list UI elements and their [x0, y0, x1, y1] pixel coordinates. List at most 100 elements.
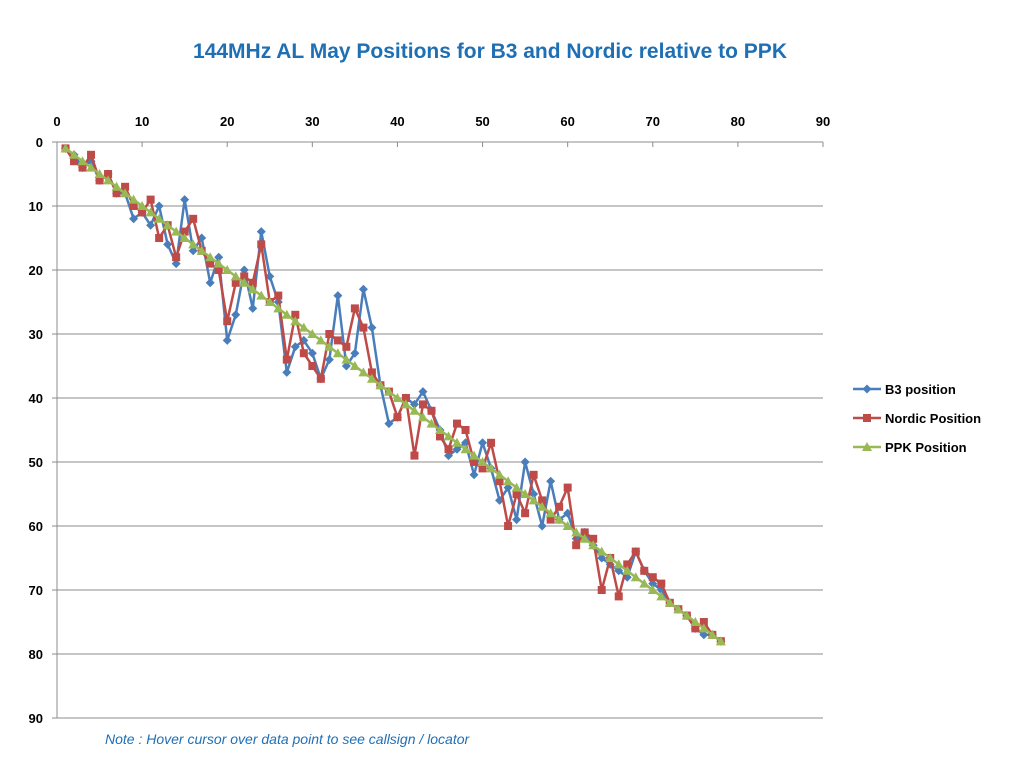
data-point[interactable]: PPK Position: (18, 18)	[205, 252, 216, 262]
data-point[interactable]: B3 position: (23, 26)	[248, 303, 258, 313]
data-point[interactable]: Nordic Position: (21, 22)	[231, 278, 240, 287]
data-point[interactable]: PPK Position: (56, 56)	[528, 495, 539, 505]
data-point[interactable]: B3 position: (14, 19)	[171, 259, 181, 269]
data-point[interactable]: PPK Position: (25, 25)	[264, 297, 275, 306]
data-point[interactable]: B3 position: (58, 53)	[546, 476, 556, 486]
data-point[interactable]: PPK Position: (39, 39)	[383, 386, 394, 396]
data-point[interactable]: PPK Position: (65, 65)	[605, 553, 616, 562]
data-point[interactable]: B3 position: (13, 16)	[163, 239, 173, 249]
data-point[interactable]: PPK Position: (57, 57)	[537, 501, 548, 511]
data-point[interactable]: Nordic Position: (31, 37)	[316, 374, 325, 383]
data-point[interactable]: B3 position: (43, 39)	[418, 387, 428, 397]
data-point[interactable]: PPK Position: (12, 12)	[154, 213, 165, 223]
data-point[interactable]: Nordic Position: (28, 27)	[291, 310, 300, 319]
data-point[interactable]: Nordic Position: (34, 32)	[342, 342, 351, 351]
data-point[interactable]: B3 position: (57, 60)	[537, 521, 547, 531]
data-point[interactable]: B3 position: (53, 54)	[503, 483, 513, 493]
data-point[interactable]: Nordic Position: (55, 58)	[521, 509, 530, 518]
data-point[interactable]: PPK Position: (22, 22)	[239, 277, 250, 287]
data-point[interactable]: Nordic Position: (53, 60)	[504, 522, 513, 530]
data-point[interactable]: Nordic Position: (33, 31)	[333, 336, 342, 345]
data-point[interactable]: PPK Position: (68, 68)	[630, 572, 641, 582]
data-point[interactable]: Nordic Position: (63, 62)	[589, 534, 598, 543]
data-point[interactable]: PPK Position: (44, 44)	[426, 418, 437, 428]
data-point[interactable]: PPK Position: (72, 72)	[664, 597, 675, 607]
data-point[interactable]: Nordic Position: (70, 68)	[648, 573, 657, 582]
data-point[interactable]: B3 position: (34, 35)	[341, 361, 351, 371]
data-point[interactable]: Nordic Position: (61, 63)	[572, 541, 581, 550]
data-point[interactable]: Nordic Position: (43, 41)	[418, 400, 427, 409]
data-point[interactable]: B3 position: (50, 47)	[478, 438, 488, 448]
data-point[interactable]: Nordic Position: (67, 66)	[623, 560, 632, 569]
data-point[interactable]: PPK Position: (24, 24)	[256, 290, 267, 300]
data-point[interactable]: PPK Position: (40, 40)	[392, 393, 403, 402]
data-point[interactable]: Nordic Position: (40, 43)	[393, 413, 402, 422]
data-point[interactable]: Nordic Position: (9, 10)	[129, 202, 138, 210]
data-point[interactable]: Nordic Position: (49, 50)	[470, 458, 479, 466]
data-point[interactable]: B3 position: (12, 10)	[154, 201, 164, 211]
data-point[interactable]: PPK Position: (36, 36)	[358, 367, 369, 377]
data-point[interactable]: Nordic Position: (5, 6)	[95, 176, 104, 185]
data-point[interactable]: PPK Position: (21, 21)	[230, 271, 241, 281]
data-point[interactable]: PPK Position: (70, 70)	[647, 585, 658, 594]
data-point[interactable]: Nordic Position: (8, 7)	[121, 182, 130, 191]
data-point[interactable]: PPK Position: (64, 64)	[596, 546, 607, 556]
data-point[interactable]: PPK Position: (75, 75)	[690, 617, 701, 626]
data-point[interactable]: Nordic Position: (50, 51)	[478, 464, 487, 473]
data-point[interactable]: B3 position: (49, 52)	[469, 470, 479, 480]
data-point[interactable]: PPK Position: (52, 52)	[494, 469, 505, 479]
data-point[interactable]: PPK Position: (19, 19)	[213, 258, 224, 268]
data-point[interactable]: B3 position: (28, 32)	[290, 342, 300, 352]
data-point[interactable]: B3 position: (37, 29)	[367, 323, 377, 333]
data-point[interactable]: B3 position: (11, 13)	[146, 220, 156, 230]
data-point[interactable]: Nordic Position: (16, 12)	[189, 214, 198, 223]
data-point[interactable]: PPK Position: (30, 30)	[307, 329, 318, 338]
data-point[interactable]: PPK Position: (26, 26)	[273, 303, 284, 313]
data-point[interactable]: PPK Position: (11, 11)	[145, 207, 156, 217]
data-point[interactable]: PPK Position: (77, 77)	[707, 629, 718, 639]
data-point[interactable]: PPK Position: (66, 66)	[613, 559, 624, 569]
data-point[interactable]: Nordic Position: (48, 45)	[461, 426, 470, 434]
data-point[interactable]: B3 position: (42, 41)	[409, 399, 419, 409]
data-point[interactable]: PPK Position: (32, 32)	[324, 341, 335, 351]
data-point[interactable]: B3 position: (15, 9)	[180, 195, 190, 205]
data-point[interactable]: PPK Position: (29, 29)	[298, 322, 309, 332]
data-point[interactable]: Nordic Position: (56, 52)	[529, 470, 538, 479]
data-point[interactable]: Nordic Position: (26, 24)	[274, 291, 283, 300]
data-point[interactable]: PPK Position: (23, 23)	[247, 284, 258, 294]
data-point[interactable]: Nordic Position: (27, 34)	[282, 355, 291, 364]
data-point[interactable]: B3 position: (55, 50)	[520, 457, 530, 467]
data-point[interactable]: B3 position: (24, 14)	[256, 227, 266, 237]
data-point[interactable]: PPK Position: (13, 13)	[162, 220, 173, 230]
data-point[interactable]: B3 position: (18, 22)	[205, 278, 215, 288]
data-point[interactable]: Nordic Position: (36, 29)	[359, 323, 368, 332]
data-point[interactable]: Nordic Position: (6, 5)	[104, 170, 113, 178]
data-point[interactable]: B3 position: (70, 69)	[648, 579, 658, 589]
data-point[interactable]: PPK Position: (9, 9)	[128, 194, 139, 204]
data-point[interactable]: PPK Position: (20, 20)	[222, 265, 233, 274]
data-point[interactable]: PPK Position: (53, 53)	[503, 476, 514, 486]
data-point[interactable]: Nordic Position: (41, 40)	[401, 394, 410, 402]
data-point[interactable]: B3 position: (30, 33)	[307, 348, 317, 358]
data-point[interactable]: PPK Position: (7, 7)	[111, 181, 122, 191]
data-point[interactable]: PPK Position: (17, 17)	[196, 245, 207, 255]
data-point[interactable]: PPK Position: (51, 51)	[486, 463, 497, 473]
data-point[interactable]: Nordic Position: (47, 44)	[453, 419, 462, 428]
data-point[interactable]: PPK Position: (14, 14)	[171, 226, 182, 236]
data-point[interactable]: PPK Position: (60, 60)	[562, 521, 573, 530]
data-point[interactable]: B3 position: (27, 36)	[282, 367, 292, 377]
data-point[interactable]: Nordic Position: (52, 53)	[495, 477, 504, 486]
data-point[interactable]: PPK Position: (49, 49)	[469, 450, 480, 460]
data-point[interactable]: PPK Position: (1, 1)	[60, 143, 71, 153]
data-point[interactable]: Nordic Position: (57, 56)	[538, 496, 547, 505]
data-point[interactable]: Nordic Position: (69, 67)	[640, 566, 649, 575]
data-point[interactable]: PPK Position: (2, 2)	[69, 149, 80, 159]
data-point[interactable]: PPK Position: (27, 27)	[281, 309, 292, 319]
data-point[interactable]: B3 position: (33, 24)	[333, 291, 343, 301]
data-point[interactable]: Nordic Position: (12, 15)	[155, 234, 164, 242]
data-point[interactable]: PPK Position: (54, 54)	[511, 482, 522, 492]
data-point[interactable]: Nordic Position: (51, 47)	[487, 438, 496, 447]
data-point[interactable]: B3 position: (19, 18)	[214, 252, 224, 262]
data-point[interactable]: B3 position: (56, 55)	[529, 489, 539, 499]
data-point[interactable]: PPK Position: (43, 43)	[417, 412, 428, 422]
